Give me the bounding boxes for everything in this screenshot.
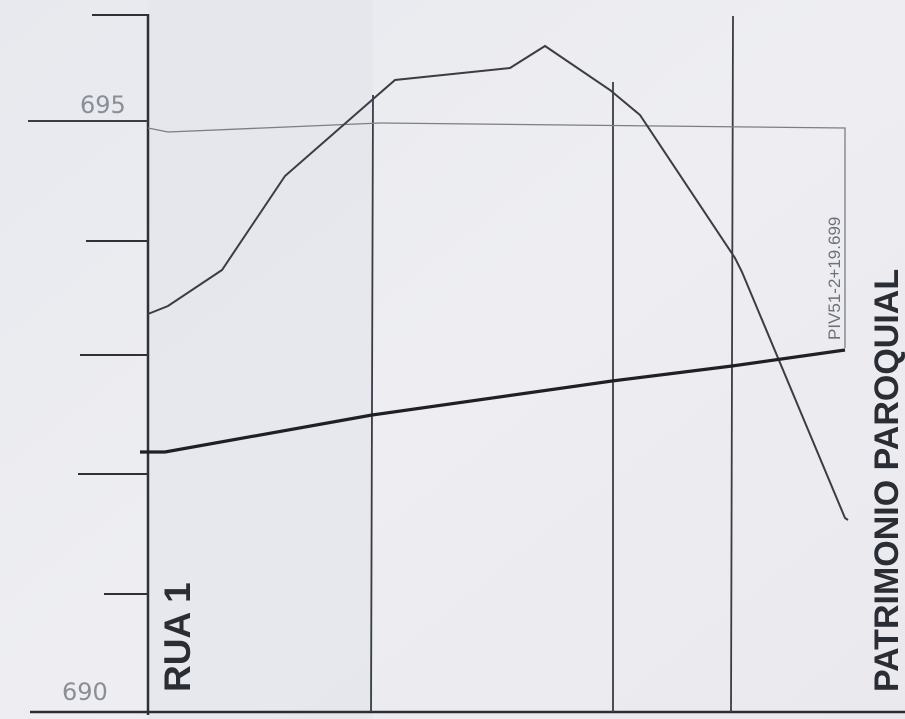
street-label: RUA 1 — [157, 582, 198, 692]
elevation-label-690: 690 — [62, 678, 108, 706]
shaded-column — [148, 0, 373, 719]
station-lines — [370, 15, 734, 713]
station-line — [370, 94, 374, 713]
terrain-profile — [147, 44, 849, 521]
elevation-label-695: 695 — [80, 91, 126, 119]
boundary-line — [147, 122, 846, 348]
station-line — [730, 15, 734, 713]
elevation-ticks — [78, 14, 148, 595]
grade-line — [140, 348, 846, 454]
station-label: PIV51-2+19.699 — [825, 217, 844, 340]
property-label: PATRIMONIO PAROQUIAL — [868, 269, 905, 692]
